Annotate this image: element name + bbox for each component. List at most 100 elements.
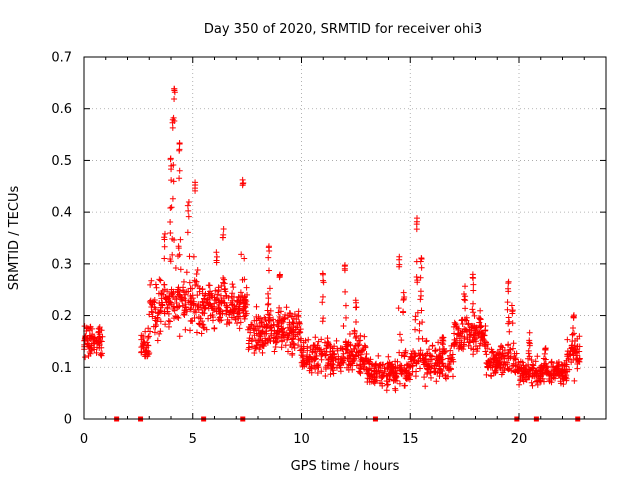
data-point [177, 236, 184, 243]
data-point [313, 352, 320, 359]
data-point [312, 365, 319, 372]
data-point [241, 255, 248, 262]
data-point [394, 365, 401, 372]
data-point [161, 243, 168, 250]
data-point [501, 367, 508, 374]
data-point [565, 356, 572, 363]
data-point [157, 277, 164, 284]
data-point [447, 366, 454, 373]
data-point [554, 367, 561, 374]
data-point [167, 258, 174, 265]
data-point [451, 336, 458, 343]
data-point [461, 316, 468, 323]
data-point [415, 350, 422, 357]
data-point [168, 204, 175, 211]
data-point [169, 235, 176, 242]
data-point [499, 351, 506, 358]
data-point [401, 352, 408, 359]
data-point [300, 349, 307, 356]
data-point [470, 287, 477, 294]
data-point [167, 218, 174, 225]
data-point [570, 330, 577, 337]
data-point [365, 359, 372, 366]
x-tick-label: 20 [511, 432, 528, 447]
data-point [138, 349, 145, 356]
data-point [158, 290, 165, 297]
data-point [511, 355, 518, 362]
data-point [144, 342, 151, 349]
data-point [274, 321, 281, 328]
data-point [185, 207, 192, 214]
data-point [172, 264, 179, 271]
data-point [220, 279, 227, 286]
data-point [289, 350, 296, 357]
data-point [256, 323, 263, 330]
data-point [162, 321, 169, 328]
data-point [330, 361, 337, 368]
data-point [459, 321, 466, 328]
data-point [375, 364, 382, 371]
data-point [203, 326, 210, 333]
data-point [407, 353, 414, 360]
data-point [182, 304, 189, 311]
data-point [483, 371, 490, 378]
data-point [184, 202, 191, 209]
data-point [555, 359, 562, 366]
data-point [420, 359, 427, 366]
data-point [161, 281, 168, 288]
data-point [356, 369, 363, 376]
data-point [211, 300, 218, 307]
data-point [236, 303, 243, 310]
data-point [525, 347, 532, 354]
data-point [458, 343, 465, 350]
data-point [223, 302, 230, 309]
data-point [151, 304, 158, 311]
data-point [458, 317, 465, 324]
data-point [243, 301, 250, 308]
data-point [351, 327, 358, 334]
data-point [183, 308, 190, 315]
data-point [476, 319, 483, 326]
data-point [187, 327, 194, 334]
data-point [266, 325, 273, 332]
data-point [386, 370, 393, 377]
data-point [516, 361, 523, 368]
data-point [295, 342, 302, 349]
data-point [264, 301, 271, 308]
data-point [425, 366, 432, 373]
data-point [488, 359, 495, 366]
data-point [185, 299, 192, 306]
data-point [537, 373, 544, 380]
data-point [505, 280, 512, 287]
data-point [297, 326, 304, 333]
data-point [497, 358, 504, 365]
data-point [383, 387, 390, 394]
data-point [321, 339, 328, 346]
data-point [201, 296, 208, 303]
data-point [400, 289, 407, 296]
data-point [344, 355, 351, 362]
data-point [358, 348, 365, 355]
data-point [238, 251, 245, 258]
data-point [506, 328, 513, 335]
data-point [216, 301, 223, 308]
y-tick-label: 0 [64, 413, 72, 428]
data-point [461, 341, 468, 348]
data-point [243, 284, 250, 291]
data-point [169, 251, 176, 258]
data-point [241, 305, 248, 312]
data-point [145, 333, 152, 340]
data-point [569, 331, 576, 338]
data-point [428, 353, 435, 360]
data-point [327, 344, 334, 351]
data-point [290, 315, 297, 322]
data-point [488, 349, 495, 356]
data-point [171, 315, 178, 322]
data-point [423, 337, 430, 344]
data-point [449, 351, 456, 358]
data-point [170, 178, 177, 185]
data-point [516, 381, 523, 388]
data-point [212, 287, 219, 294]
data-point [355, 349, 362, 356]
data-point [213, 308, 220, 315]
